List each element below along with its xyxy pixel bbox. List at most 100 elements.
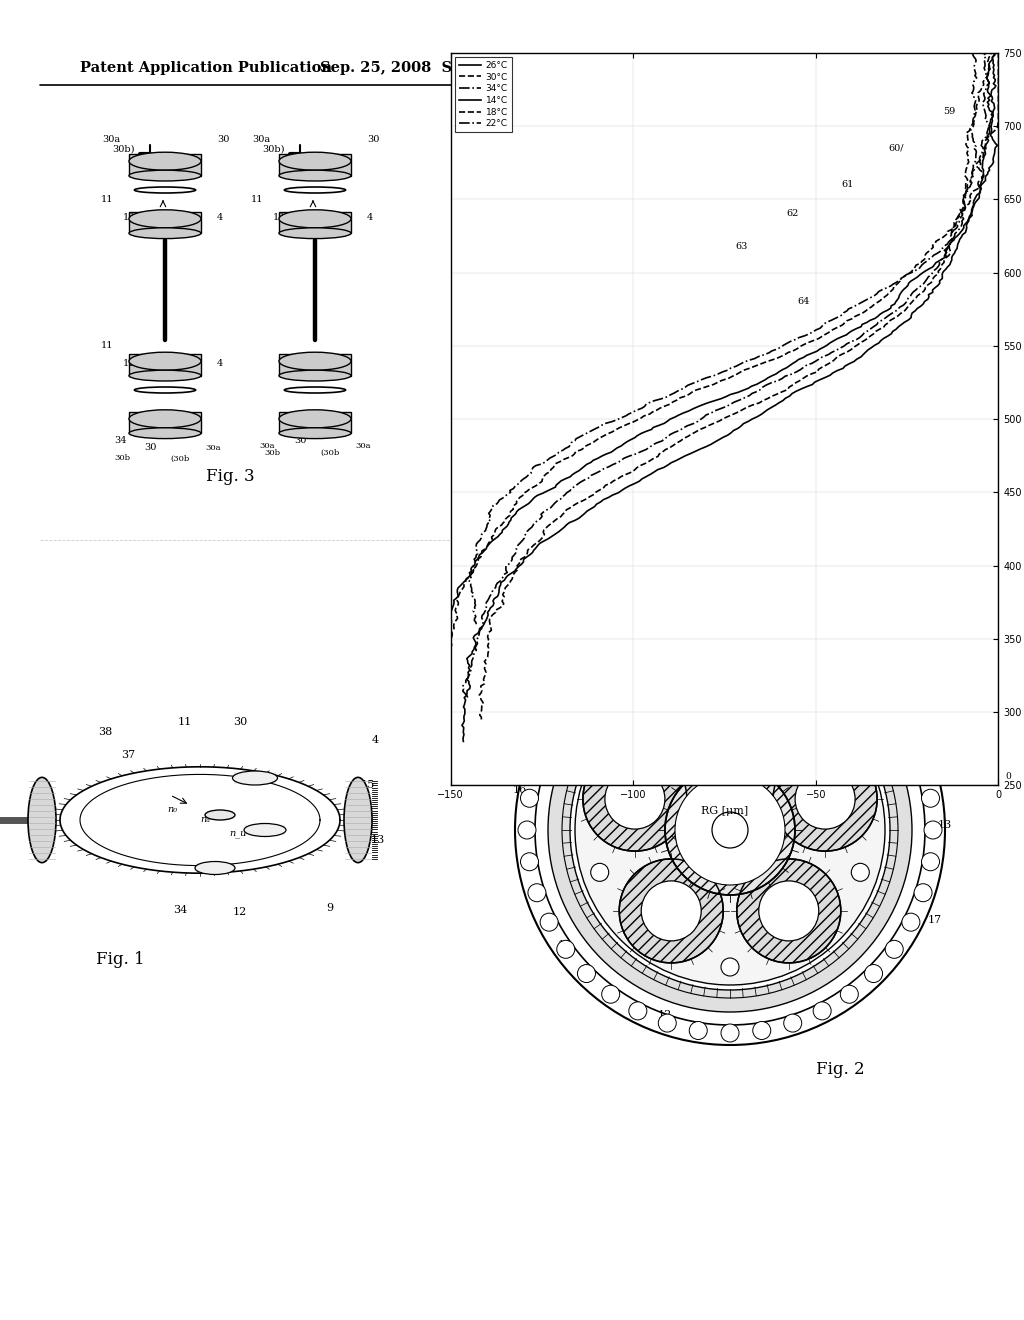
- Text: 30b: 30b: [114, 454, 130, 462]
- Circle shape: [721, 618, 739, 636]
- Text: 60/: 60/: [889, 144, 904, 153]
- 30°C: [970, 107, 982, 123]
- 22°C: [967, 45, 979, 61]
- Ellipse shape: [129, 352, 201, 370]
- Ellipse shape: [279, 152, 351, 170]
- Text: 64: 64: [798, 297, 810, 306]
- 14°C: [444, 660, 457, 676]
- Ellipse shape: [195, 862, 234, 874]
- 14°C: [983, 103, 995, 119]
- Text: 4: 4: [217, 213, 223, 222]
- 26°C: [902, 312, 914, 327]
- Circle shape: [851, 863, 869, 882]
- Text: 63: 63: [735, 242, 748, 251]
- Text: 30a: 30a: [355, 442, 371, 450]
- Ellipse shape: [205, 810, 234, 820]
- Ellipse shape: [244, 824, 286, 837]
- Text: 30b: 30b: [264, 449, 280, 457]
- Text: 30a: 30a: [205, 444, 220, 451]
- Text: 21: 21: [787, 638, 802, 647]
- Text: 12: 12: [123, 359, 135, 367]
- Circle shape: [922, 789, 939, 808]
- 30°C: [475, 711, 487, 727]
- 18°C: [992, 100, 1005, 116]
- Circle shape: [885, 940, 903, 958]
- Circle shape: [540, 729, 558, 747]
- 14°C: [989, 141, 1001, 157]
- Bar: [279, 211, 351, 234]
- Text: Fig. 3: Fig. 3: [206, 467, 254, 484]
- Ellipse shape: [129, 370, 201, 381]
- 34°C: [461, 688, 473, 704]
- Circle shape: [737, 859, 841, 962]
- Text: n_u: n_u: [229, 829, 247, 838]
- Text: (4): (4): [723, 598, 737, 606]
- Text: 30: 30: [232, 717, 247, 727]
- Text: 13: 13: [938, 820, 952, 830]
- Circle shape: [641, 880, 701, 941]
- Ellipse shape: [285, 387, 346, 393]
- Circle shape: [802, 710, 819, 729]
- Text: 22: 22: [728, 814, 742, 825]
- Circle shape: [535, 635, 925, 1026]
- Circle shape: [605, 770, 665, 829]
- Text: nₐ: nₐ: [200, 816, 210, 825]
- Circle shape: [712, 812, 748, 847]
- Text: (30b: (30b: [319, 449, 339, 457]
- Circle shape: [575, 675, 885, 985]
- Bar: [129, 154, 201, 176]
- 18°C: [992, 45, 1005, 61]
- 14°C: [444, 659, 457, 675]
- 18°C: [980, 139, 992, 154]
- Text: 15: 15: [360, 780, 375, 789]
- 22°C: [969, 135, 981, 150]
- Legend: 26°C, 30°C, 34°C, 14°C, 18°C, 22°C: 26°C, 30°C, 34°C, 14°C, 18°C, 22°C: [455, 57, 512, 132]
- Ellipse shape: [129, 228, 201, 239]
- 26°C: [887, 323, 899, 339]
- Text: 11: 11: [100, 194, 113, 203]
- Circle shape: [721, 1024, 739, 1041]
- Ellipse shape: [129, 210, 201, 228]
- Text: US 2008/0233840 A1: US 2008/0233840 A1: [778, 61, 950, 75]
- Text: 19: 19: [558, 940, 572, 950]
- Circle shape: [602, 985, 620, 1003]
- Line: 18°C: 18°C: [451, 53, 998, 647]
- Line: 34°C: 34°C: [463, 53, 989, 697]
- 18°C: [881, 286, 893, 302]
- Text: 12: 12: [232, 907, 247, 917]
- Circle shape: [689, 1022, 708, 1040]
- Ellipse shape: [279, 409, 351, 428]
- 30°C: [475, 709, 487, 725]
- Circle shape: [629, 1002, 647, 1020]
- 22°C: [470, 614, 482, 630]
- X-axis label: RG [μm]: RG [μm]: [700, 805, 749, 816]
- Text: 15: 15: [933, 750, 947, 760]
- Circle shape: [914, 758, 932, 776]
- Ellipse shape: [279, 210, 351, 228]
- 22°C: [885, 279, 897, 294]
- Circle shape: [813, 1002, 831, 1020]
- Bar: [279, 354, 351, 376]
- 26°C: [987, 45, 999, 61]
- Text: Fig. 1: Fig. 1: [95, 952, 144, 969]
- Text: Fig. 4: Fig. 4: [615, 516, 665, 533]
- Text: 4: 4: [372, 735, 379, 744]
- 34°C: [882, 308, 894, 323]
- 14°C: [989, 45, 1001, 61]
- Line: 22°C: 22°C: [469, 53, 977, 624]
- Circle shape: [578, 677, 596, 696]
- Circle shape: [620, 859, 723, 962]
- Circle shape: [783, 1014, 802, 1032]
- Circle shape: [902, 729, 920, 747]
- Circle shape: [557, 940, 574, 958]
- Circle shape: [753, 620, 771, 639]
- Ellipse shape: [279, 352, 351, 370]
- Circle shape: [678, 678, 782, 781]
- Ellipse shape: [134, 387, 196, 393]
- Line: 14°C: 14°C: [451, 53, 997, 668]
- 18°C: [892, 275, 904, 290]
- Text: 30: 30: [294, 436, 306, 445]
- 14°C: [896, 284, 908, 300]
- Ellipse shape: [28, 777, 56, 863]
- 34°C: [980, 45, 992, 61]
